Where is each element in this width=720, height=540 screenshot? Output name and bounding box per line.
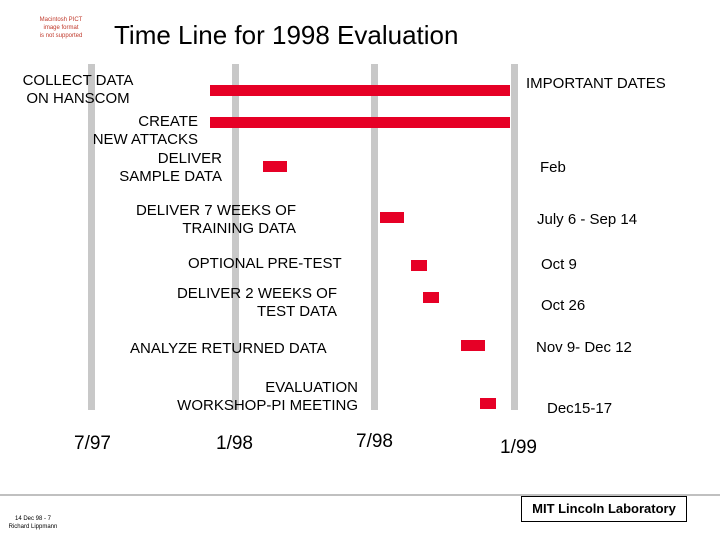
date-workshop: Dec15-17 <box>547 400 613 417</box>
tick-label-7-97: 7/97 <box>74 433 111 454</box>
gridline-7-97 <box>88 64 95 410</box>
activity-label-deliver-training: DELIVER 7 WEEKS OF TRAINING DATA <box>110 202 296 238</box>
date-deliver-training: July 6 - Sep 14 <box>537 211 638 228</box>
placeholder-line-3: is not supported <box>39 33 83 39</box>
activity-line: CREATE <box>138 113 198 130</box>
placeholder-line-2: image format <box>43 25 79 31</box>
date-deliver-test: Oct 26 <box>541 297 586 314</box>
tick-label-7-98: 7/98 <box>356 431 393 452</box>
unsupported-image-placeholder: Macintosh PICT image format is not suppo… <box>36 16 86 40</box>
activity-line: EVALUATION <box>265 379 358 396</box>
activity-label-deliver-test: DELIVER 2 WEEKS OF TEST DATA <box>150 285 337 321</box>
activity-label-collect-data: COLLECT DATA ON HANSCOM <box>14 72 142 108</box>
activity-label-deliver-sample: DELIVER SAMPLE DATA <box>90 150 222 186</box>
date-optional-pretest: Oct 9 <box>541 256 577 273</box>
footer-credit: 14 Dec 98 - 7 Richard Lippmann <box>8 515 58 531</box>
footer-credit-line-1: 14 Dec 98 - 7 <box>14 516 52 522</box>
important-dates-header: IMPORTANT DATES <box>526 75 666 92</box>
activity-line: DELIVER <box>157 150 222 167</box>
activity-line: DELIVER 7 WEEKS OF <box>135 202 296 219</box>
activity-line: WORKSHOP-PI MEETING <box>177 397 358 414</box>
activity-label-analyze: ANALYZE RETURNED DATA <box>130 340 327 358</box>
bar-optional-pretest <box>411 260 427 271</box>
activity-line: SAMPLE DATA <box>119 168 222 185</box>
activity-line: TRAINING DATA <box>182 220 296 237</box>
activity-line: NEW ATTACKS <box>92 131 198 148</box>
activity-line: OPTIONAL PRE-TEST <box>188 255 342 272</box>
bar-deliver-training <box>380 212 404 223</box>
activity-label-create-attacks: CREATE NEW ATTACKS <box>60 113 198 149</box>
date-deliver-sample: Feb <box>540 159 566 176</box>
bar-deliver-test <box>423 292 439 303</box>
activity-label-workshop: EVALUATION WORKSHOP-PI MEETING <box>150 379 358 415</box>
bar-deliver-sample <box>263 161 287 172</box>
tick-label-1-98: 1/98 <box>216 433 253 454</box>
footer-credit-line-2: Richard Lippmann <box>8 524 58 530</box>
bar-analyze <box>461 340 485 351</box>
bar-workshop <box>480 398 496 409</box>
footer-divider <box>0 494 720 496</box>
tick-label-1-99: 1/99 <box>500 437 537 458</box>
brand-logo: MIT Lincoln Laboratory <box>521 496 687 522</box>
activity-line: DELIVER 2 WEEKS OF <box>176 285 337 302</box>
activity-line: COLLECT DATA <box>22 72 134 89</box>
slide-title: Time Line for 1998 Evaluation <box>114 20 459 50</box>
gridline-1-98 <box>232 64 239 410</box>
activity-line: ANALYZE RETURNED DATA <box>130 340 327 357</box>
placeholder-line-1: Macintosh PICT <box>39 17 83 23</box>
date-analyze: Nov 9- Dec 12 <box>536 339 632 356</box>
bar-collect-data <box>210 85 510 96</box>
activity-label-optional-pretest: OPTIONAL PRE-TEST <box>188 255 342 273</box>
gridline-7-98 <box>371 64 378 410</box>
gridline-1-99 <box>511 64 518 410</box>
activity-line: TEST DATA <box>256 303 337 320</box>
activity-line: ON HANSCOM <box>26 90 130 107</box>
bar-create-attacks <box>210 117 510 128</box>
